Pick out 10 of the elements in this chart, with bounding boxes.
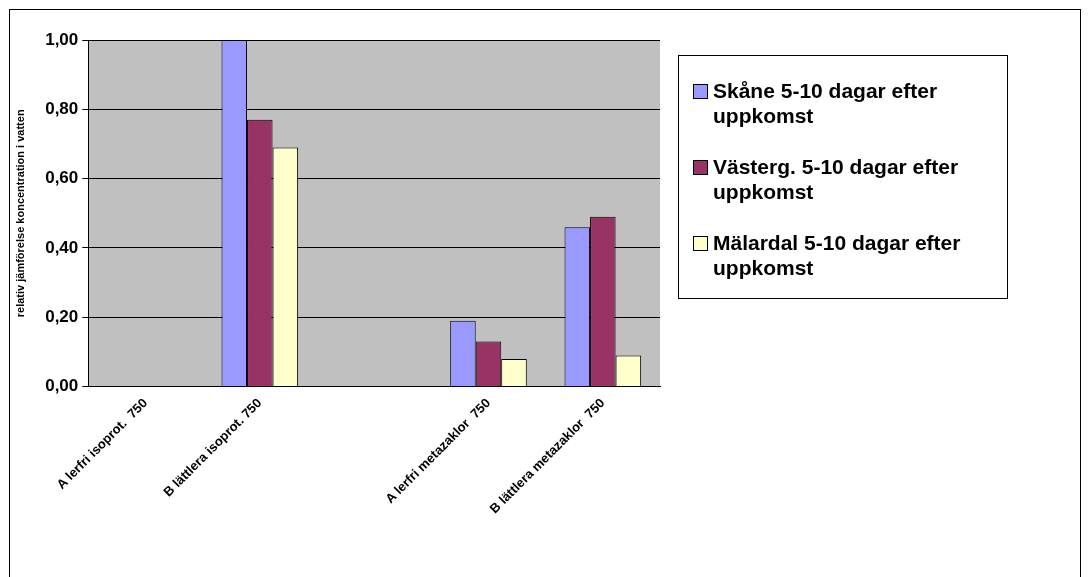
y-tick-label: 0,40 [45,237,79,257]
y-axis-title: relativ jämförelse koncentration i vatten [13,109,26,318]
legend-label: Mälardal 5-10 dagar efter uppkomst [713,230,962,280]
legend-label: Skåne 5-10 dagar efter uppkomst [713,78,939,128]
legend-label: Västerg. 5-10 dagar efter uppkomst [713,154,960,204]
y-tick-label: 1,00 [45,29,79,49]
y-tick-label: 0,00 [45,376,79,396]
y-tick-label: 0,80 [45,99,79,119]
y-tick-label: 0,60 [45,168,79,188]
y-tick-label: 0,20 [45,306,79,326]
